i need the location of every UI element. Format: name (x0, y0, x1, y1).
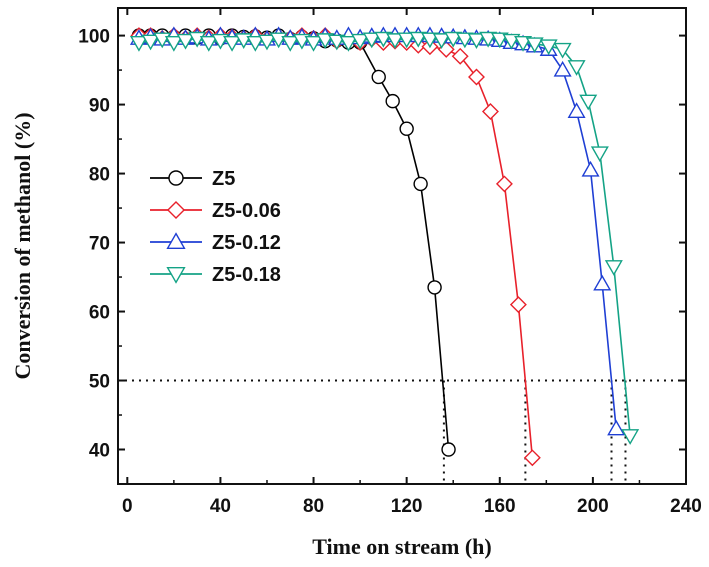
data-point-z5-0-18 (316, 33, 335, 49)
data-point-z5-0-06 (481, 103, 499, 120)
x-tick-label: 120 (391, 496, 423, 517)
data-point-z5-0-12 (567, 102, 586, 119)
data-point-z5-0-18 (479, 31, 498, 48)
x-tick-label: 200 (577, 496, 609, 517)
data-point-z5-0-06 (468, 68, 485, 86)
x-tick-label: 80 (303, 496, 324, 517)
data-point-z5-0-18 (525, 37, 544, 54)
x-tick-label: 0 (122, 496, 133, 517)
data-point-z5-0-18 (397, 32, 416, 49)
data-point-z5-0-18 (539, 39, 558, 56)
y-tick-label: 70 (89, 234, 110, 255)
data-point-z5-0-18 (621, 429, 640, 445)
data-point-z5-0-06 (451, 47, 469, 65)
series-z5-0-06 (130, 27, 541, 467)
y-tick-label: 80 (89, 165, 110, 186)
x-tick-label: 240 (670, 496, 702, 517)
data-point-z5-0-18 (339, 35, 358, 52)
data-point-z5-0-18 (514, 35, 533, 52)
data-point-z5-0-06 (509, 296, 527, 314)
data-point-z5-0-18 (164, 35, 183, 52)
data-point-z5-0-18 (604, 260, 623, 276)
data-point-z5-0-18 (141, 34, 160, 51)
legend-item-z5-0-12: Z5-0.12 (150, 232, 281, 254)
data-point-z5-0-18 (490, 32, 509, 49)
data-point-z5-0-18 (176, 33, 195, 50)
data-point-z5-0-18 (386, 33, 405, 49)
data-point-z5-0-12 (593, 274, 612, 291)
x-tick-label: 40 (210, 496, 231, 517)
y-tick-label: 40 (89, 441, 110, 462)
data-point-z5-0-18 (553, 42, 572, 59)
axes: 0 40 80 120 160 200 240 40 50 60 70 80 90 100 (78, 7, 702, 517)
data-point-z5-0-12 (607, 419, 626, 436)
data-point-z5-0-18 (362, 32, 381, 49)
series-line-z5-0-06 (138, 34, 534, 458)
data-point-z5-0-12 (553, 60, 572, 77)
plot-frame (117, 7, 687, 485)
data-point-z5-0-18 (374, 31, 393, 48)
data-point-z5-0-18 (188, 31, 207, 48)
x-axis-title: Time on stream (h) (312, 534, 491, 559)
legend-marker (166, 200, 186, 220)
x-tick-label: 160 (484, 496, 516, 517)
data-point-z5-0-12 (581, 160, 600, 177)
data-point-z5-0-18 (420, 32, 439, 49)
legend-label: Z5 (212, 168, 235, 190)
data-point-z5-0-18 (129, 35, 148, 52)
legend-label: Z5-0.12 (212, 232, 281, 254)
data-point-z5-0-18 (304, 35, 323, 52)
data-point-z5-0-18 (257, 34, 276, 51)
data-point-z5-0-18 (223, 35, 242, 52)
data-point-z5-0-06 (523, 449, 541, 467)
data-point-z5 (371, 69, 386, 85)
data-point-z5-0-18 (432, 33, 451, 49)
data-point-z5-0-18 (327, 34, 346, 51)
data-point-z5-0-18 (246, 35, 265, 52)
data-point-z5-0-18 (579, 94, 598, 111)
legend-label: Z5-0.18 (212, 264, 281, 286)
legend-marker (166, 232, 186, 250)
legend-item-z5-0-18: Z5-0.18 (150, 264, 281, 286)
data-point-z5-0-18 (590, 146, 609, 163)
data-point-z5 (413, 176, 428, 192)
series-z5-0-18 (129, 31, 640, 445)
legend: Z5 Z5-0.06 Z5-0.12 Z5-0.18 (150, 168, 281, 286)
data-point-z5-0-18 (467, 33, 486, 49)
data-point-z5-0-06 (495, 175, 513, 193)
data-point-z5-0-18 (455, 32, 474, 49)
y-tick-label: 100 (78, 27, 110, 48)
series-line-z5-0-12 (138, 34, 617, 429)
reference-lines (118, 379, 686, 484)
data-point-z5 (441, 442, 456, 457)
y-tick-label: 50 (89, 372, 110, 393)
data-point-z5-0-18 (199, 35, 218, 52)
data-point-z5-0-18 (409, 31, 428, 48)
legend-marker (166, 267, 186, 284)
legend-label: Z5-0.06 (212, 200, 281, 222)
legend-item-z5-0-06: Z5-0.06 (150, 200, 281, 222)
y-tick-label: 60 (89, 303, 110, 324)
data-point-z5-0-18 (281, 35, 300, 52)
series-z5-0-12 (129, 26, 626, 436)
data-point-z5 (399, 121, 414, 136)
data-point-z5-0-18 (444, 31, 463, 48)
legend-item-z5: Z5 (150, 168, 235, 190)
y-axis-title: Conversion of methanol (%) (10, 112, 35, 379)
data-point-z5 (427, 280, 442, 295)
data-point-z5-0-18 (351, 33, 370, 50)
data-point-z5-0-18 (567, 60, 586, 76)
data-point-z5 (385, 93, 400, 109)
legend-marker (168, 170, 184, 186)
y-tick-label: 90 (89, 96, 110, 117)
series-layer (129, 26, 640, 467)
